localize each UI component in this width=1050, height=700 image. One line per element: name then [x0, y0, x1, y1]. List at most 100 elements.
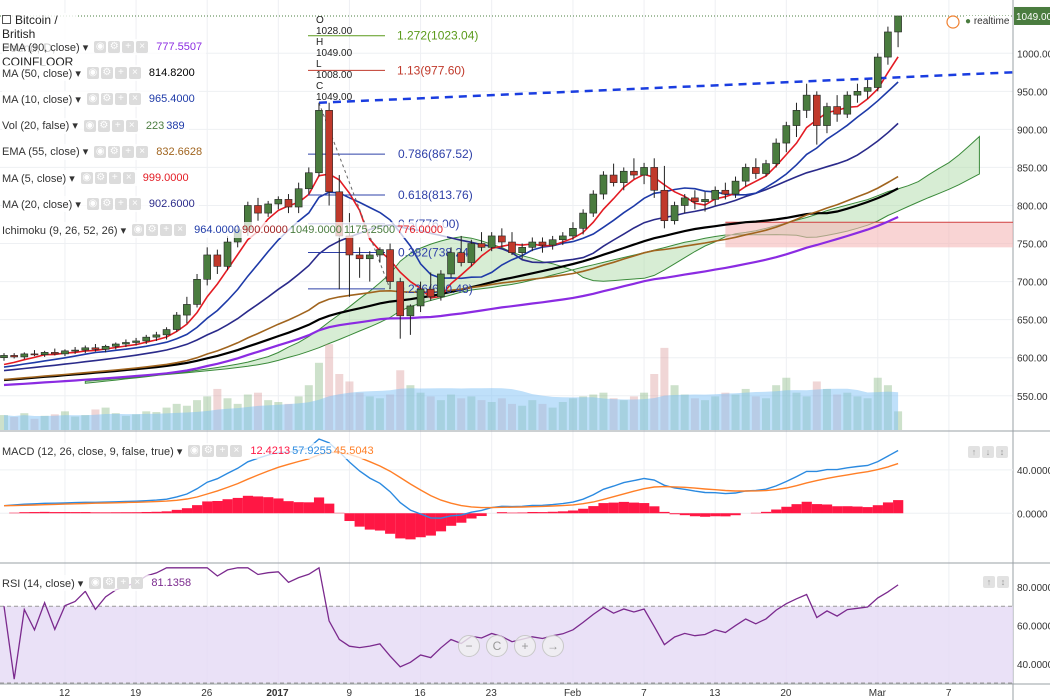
add-icon[interactable]: + [114, 198, 127, 211]
add-icon[interactable]: + [117, 577, 130, 589]
macd-histogram-bar [303, 502, 314, 514]
indicator-name[interactable]: Vol (20, false) ▾ [2, 120, 78, 133]
close-icon[interactable]: × [122, 172, 135, 184]
time-tick-label: 7 [946, 688, 952, 699]
settings-icon[interactable]: ⚙ [202, 445, 215, 457]
candle-body [589, 193, 598, 214]
macd-tick-label: 0.0000 [1017, 509, 1048, 520]
settings-icon[interactable]: ⚙ [108, 145, 121, 158]
add-icon[interactable]: + [122, 145, 135, 158]
volume-bar [325, 344, 334, 430]
close-icon[interactable]: × [131, 577, 144, 589]
candle-body [365, 254, 374, 260]
close-icon[interactable]: × [128, 198, 141, 211]
scroll-right-button[interactable]: → [542, 635, 564, 657]
add-icon[interactable]: + [160, 224, 173, 237]
candle-body [396, 281, 405, 317]
settings-icon[interactable]: ⚙ [146, 224, 159, 237]
move-up-icon[interactable]: ↑ [983, 576, 995, 588]
indicator-name[interactable]: MA (10, close) ▾ [2, 93, 81, 106]
settings-icon[interactable]: ⚙ [100, 198, 113, 211]
macd-histogram-bar [720, 513, 731, 517]
add-icon[interactable]: + [114, 93, 127, 106]
candle-body [680, 197, 689, 206]
close-icon[interactable]: × [125, 119, 138, 132]
add-icon[interactable]: + [114, 67, 127, 80]
eye-icon[interactable]: ◉ [94, 41, 107, 53]
eye-icon[interactable]: ◉ [89, 577, 102, 589]
indicator-name[interactable]: Ichimoku (9, 26, 52, 26) ▾ [2, 224, 127, 237]
settings-icon[interactable]: ⚙ [103, 577, 116, 589]
add-icon[interactable]: + [111, 119, 124, 132]
close-icon[interactable]: × [136, 145, 149, 158]
settings-icon[interactable]: ⚙ [100, 93, 113, 106]
time-tick-label: 19 [130, 688, 142, 699]
candle-body [61, 350, 69, 355]
add-icon[interactable]: + [108, 172, 121, 184]
price-tick-label: 750.00 [1017, 240, 1048, 251]
macd-histogram-bar [354, 513, 365, 527]
move-down-icon[interactable]: ↓ [982, 446, 994, 458]
macd-histogram-bar [527, 511, 538, 514]
zoom-out-button[interactable]: − [458, 635, 480, 657]
indicator-controls: ◉ ⚙ + × [86, 198, 141, 211]
eye-icon[interactable]: ◉ [86, 67, 99, 80]
add-icon[interactable]: + [122, 41, 135, 53]
price-tick-label: 850.00 [1017, 163, 1048, 174]
add-icon[interactable]: + [216, 445, 229, 457]
time-tick-label: Mar [869, 688, 887, 699]
macd-histogram-bar [293, 502, 304, 514]
eye-icon[interactable]: ◉ [80, 172, 93, 184]
reset-chart-button[interactable]: C [486, 635, 508, 657]
time-tick-label: 23 [486, 688, 498, 699]
macd-histogram-bar [456, 513, 467, 523]
close-icon[interactable]: × [174, 224, 187, 237]
zoom-in-button[interactable]: + [514, 635, 536, 657]
candle-body [487, 235, 496, 248]
candle-body [91, 347, 100, 350]
indicator-name[interactable]: MA (5, close) ▾ [2, 172, 75, 185]
macd-histogram-bar [700, 513, 711, 517]
resistance-trendline [318, 71, 1014, 104]
indicator-name[interactable]: MA (50, close) ▾ [2, 67, 81, 80]
candle-body [101, 345, 110, 350]
macd-histogram-bar [435, 513, 447, 532]
indicator-name[interactable]: MA (20, close) ▾ [2, 198, 81, 211]
macd-histogram-bar [446, 513, 457, 526]
settings-icon[interactable]: ⚙ [94, 172, 107, 184]
macd-histogram-bar [893, 500, 904, 514]
maximize-icon[interactable]: ↕ [997, 576, 1009, 588]
macd-histogram-bar [659, 511, 670, 514]
indicator-controls: ◉ ⚙ + × [86, 93, 141, 106]
settings-icon[interactable]: ⚙ [108, 41, 121, 53]
macd-histogram-bar [313, 497, 325, 514]
candle-body [741, 167, 750, 182]
eye-icon[interactable]: ◉ [94, 145, 107, 158]
settings-icon[interactable]: ⚙ [100, 67, 113, 80]
indicator-name[interactable]: EMA (55, close) ▾ [2, 146, 89, 159]
eye-icon[interactable]: ◉ [188, 445, 201, 457]
macd-histogram-bar [466, 513, 477, 519]
indicator-name[interactable]: MACD (12, 26, close, 9, false, true) ▾ [2, 445, 183, 458]
indicator-name[interactable]: RSI (14, close) ▾ [2, 577, 84, 590]
macd-histogram-bar [192, 505, 203, 514]
macd-histogram-bar [862, 507, 873, 514]
eye-icon[interactable]: ◉ [83, 119, 96, 132]
indicator-name[interactable]: EMA (90, close) ▾ [2, 41, 89, 54]
eye-icon[interactable]: ◉ [86, 93, 99, 106]
close-icon[interactable]: × [128, 93, 141, 106]
eye-icon[interactable]: ◉ [86, 198, 99, 211]
settings-icon[interactable]: ⚙ [97, 119, 110, 132]
move-up-icon[interactable]: ↑ [968, 446, 980, 458]
maximize-icon[interactable]: ↕ [996, 446, 1008, 458]
close-icon[interactable]: × [128, 67, 141, 80]
eye-icon[interactable]: ◉ [132, 224, 145, 237]
close-icon[interactable]: × [136, 41, 149, 53]
macd-histogram-bar [181, 508, 193, 514]
candle-body [477, 243, 486, 248]
close-icon[interactable]: × [230, 445, 243, 457]
candle-body [579, 212, 587, 229]
macd-histogram-bar [649, 506, 660, 514]
